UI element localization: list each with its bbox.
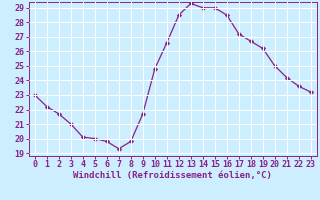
- X-axis label: Windchill (Refroidissement éolien,°C): Windchill (Refroidissement éolien,°C): [73, 171, 272, 180]
